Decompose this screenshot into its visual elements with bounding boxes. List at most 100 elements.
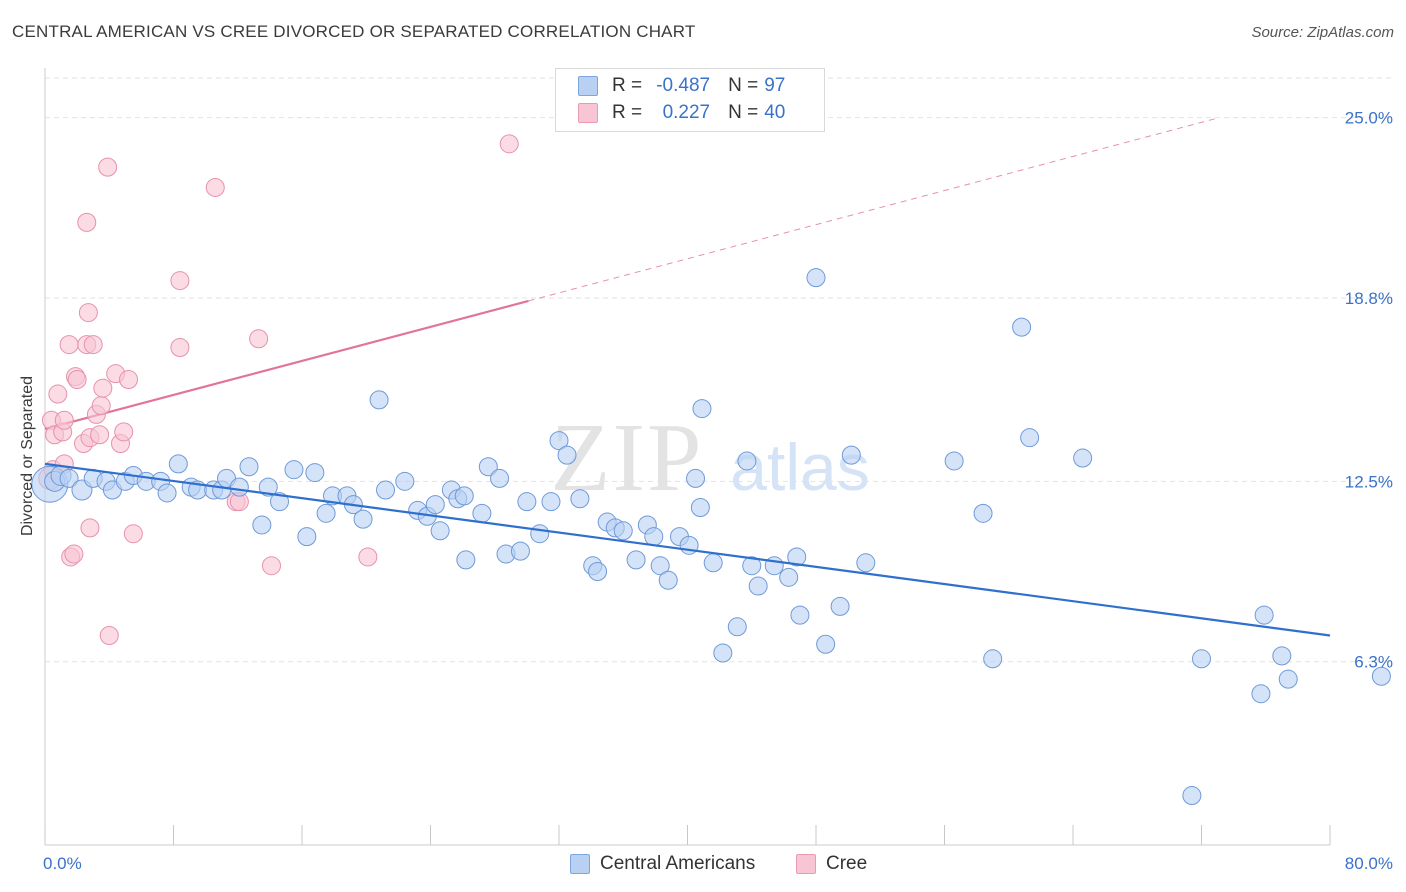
central-american-point — [690, 498, 710, 518]
legend-pink-swatch — [796, 854, 816, 874]
central-american-point — [830, 596, 850, 616]
central-american-point — [703, 553, 723, 573]
central-american-trend — [44, 462, 1331, 637]
r-label: R = — [612, 75, 643, 96]
tick-labels: 6.3% 12.5% 18.8% 25.0% 0.0% 80.0% — [43, 109, 1393, 873]
central-american-point — [1371, 666, 1391, 686]
central-american-point — [168, 454, 188, 474]
central-american-point — [779, 567, 799, 587]
central-american-point — [944, 451, 964, 471]
axes — [44, 68, 1331, 846]
central-american-point — [353, 509, 373, 529]
central-american-point — [549, 431, 569, 451]
cree-trend-extension — [528, 117, 1220, 302]
cree-point — [261, 556, 281, 576]
central-american-point — [395, 471, 415, 491]
cree-point — [249, 329, 269, 349]
legend-item-cree[interactable]: Cree — [796, 852, 867, 876]
central-american-point — [490, 468, 510, 488]
cree-point — [80, 518, 100, 538]
cree-trend — [44, 117, 1220, 431]
central-american-point — [376, 480, 396, 500]
n-value: 40 — [764, 102, 786, 123]
central-american-point — [650, 556, 670, 576]
cree-point — [170, 337, 190, 357]
cree-point — [77, 212, 97, 232]
central-american-point — [1278, 669, 1298, 689]
cree-point — [90, 425, 110, 445]
cree-point — [358, 547, 378, 567]
n-label: N = — [728, 75, 759, 96]
central-american-point — [787, 547, 807, 567]
central-american-point — [1182, 786, 1202, 806]
pink-swatch — [578, 103, 598, 123]
central-american-point — [973, 503, 993, 523]
r-value: 0.227 — [662, 102, 711, 123]
central-american-point — [613, 521, 633, 541]
cree-point — [205, 177, 225, 197]
central-american-point — [742, 556, 762, 576]
r-value: -0.487 — [656, 75, 711, 96]
cree-point — [48, 384, 68, 404]
stats-row-cree: R = 0.227 N = 40 — [578, 100, 785, 126]
cree-point — [93, 378, 113, 398]
central-american-point — [472, 503, 492, 523]
central-american-points — [31, 268, 1391, 806]
central-american-point — [510, 541, 530, 561]
central-american-point — [557, 445, 577, 465]
central-american-point — [305, 463, 325, 483]
y-tick-label: 25.0% — [1345, 109, 1393, 128]
central-american-point — [1192, 649, 1211, 669]
central-american-point — [478, 457, 498, 477]
central-american-point — [790, 605, 810, 625]
stats-row-central-americans: R = -0.487 N = 97 — [578, 73, 785, 99]
central-american-point — [258, 477, 278, 497]
central-american-point — [530, 524, 550, 544]
central-american-point — [284, 460, 304, 480]
cree-points — [38, 134, 519, 646]
central-american-point — [229, 477, 249, 497]
central-american-point — [297, 527, 317, 547]
central-american-point — [239, 457, 259, 477]
central-american-point — [316, 503, 336, 523]
cree-point — [59, 335, 79, 355]
central-american-point — [59, 468, 79, 488]
central-american-point — [1251, 684, 1271, 704]
cree-point — [78, 303, 98, 323]
central-american-point — [517, 492, 537, 512]
cree-point — [98, 157, 118, 177]
central-american-point — [430, 521, 450, 541]
central-american-point — [570, 489, 590, 509]
blue-swatch — [578, 76, 598, 96]
watermark: ZIP atlas — [551, 404, 870, 512]
central-american-point — [157, 483, 177, 503]
central-american-point — [588, 562, 608, 582]
central-american-point — [816, 634, 836, 654]
central-american-point — [644, 527, 664, 547]
legend-label: Central Americans — [600, 853, 756, 874]
cree-point — [91, 396, 111, 416]
cree-point — [54, 410, 74, 430]
central-american-point — [692, 399, 712, 419]
cree-trend-line — [44, 299, 529, 431]
cree-point — [114, 422, 134, 442]
legend-item-central-americans[interactable]: Central Americans — [570, 852, 755, 876]
cree-point — [83, 335, 103, 355]
central-american-point — [1012, 317, 1032, 337]
r-label: R = — [612, 102, 643, 123]
y-axis-title: Divorced or Separated — [19, 375, 36, 537]
x-tick-label: 80.0% — [1345, 854, 1393, 873]
chart-source: Source: ZipAtlas.com — [1251, 24, 1394, 41]
cree-point — [99, 626, 119, 646]
stats-box: R = -0.487 N = 97 R = 0.227 N = 40 — [555, 68, 825, 132]
central-american-trend-line — [44, 462, 1331, 637]
central-american-point — [856, 553, 876, 573]
central-american-point — [1020, 428, 1040, 448]
central-american-point — [713, 643, 733, 663]
chart-title: CENTRAL AMERICAN VS CREE DIVORCED OR SEP… — [12, 22, 696, 41]
central-american-point — [841, 445, 861, 465]
central-american-point — [658, 570, 678, 590]
central-american-point — [369, 390, 389, 410]
